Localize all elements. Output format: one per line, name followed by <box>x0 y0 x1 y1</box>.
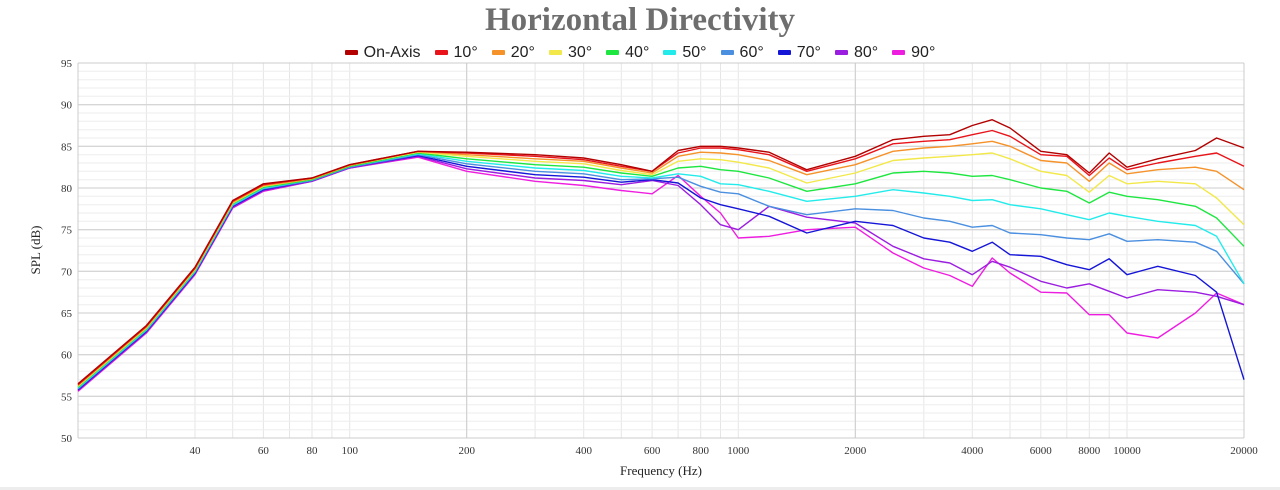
x-tick-label: 4000 <box>961 445 984 457</box>
legend-swatch <box>344 50 358 56</box>
legend-label: 50° <box>682 44 707 61</box>
x-tick-label: 200 <box>458 445 475 457</box>
x-tick-label: 400 <box>575 445 592 457</box>
legend-label: 20° <box>510 44 535 61</box>
series-line <box>77 118 1245 385</box>
legend-item[interactable]: 60° <box>720 44 764 62</box>
legend-label: 40° <box>625 44 650 61</box>
legend-item[interactable]: 80° <box>834 44 879 62</box>
y-axis-label: SPL (dB) <box>28 226 43 275</box>
y-tick-label: 55 <box>61 391 73 403</box>
legend-swatch <box>777 50 791 56</box>
series-lines <box>77 118 1245 392</box>
legend-swatch <box>491 50 505 56</box>
y-axis-ticks: 50 55 60 65 70 75 80 85 90 95 <box>61 58 73 445</box>
x-tick-label: 40 <box>190 445 202 457</box>
legend-label: 30° <box>567 44 593 61</box>
legend-item[interactable]: 10° <box>434 44 478 62</box>
legend-swatch <box>720 50 734 56</box>
minor-gridlines <box>77 62 1245 439</box>
legend-swatch <box>434 50 448 56</box>
bottom-bar <box>0 487 1280 490</box>
x-tick-label: 80 <box>307 445 319 457</box>
legend-label: 70° <box>796 44 821 61</box>
x-tick-label: 20000 <box>1230 445 1258 457</box>
legend-item[interactable]: 40° <box>606 44 649 62</box>
x-tick-label: 800 <box>692 445 709 457</box>
legend-label: On-Axis <box>363 44 421 61</box>
legend-item[interactable]: 90° <box>892 44 935 62</box>
y-tick-label: 85 <box>61 141 73 153</box>
y-tick-label: 95 <box>61 58 73 70</box>
x-tick-label: 2000 <box>844 445 867 457</box>
series-line <box>77 153 1245 390</box>
series-line <box>77 140 1245 387</box>
legend-swatch <box>606 50 620 56</box>
x-tick-label: 60 <box>258 445 270 457</box>
legend-item[interactable]: On-Axis <box>344 44 421 62</box>
legend-swatch <box>834 50 848 56</box>
chart-title: Horizontal Directivity <box>484 2 796 38</box>
legend-label: 90° <box>911 44 936 61</box>
y-tick-label: 65 <box>61 308 73 320</box>
x-tick-label: 8000 <box>1078 445 1101 457</box>
x-tick-label: 100 <box>341 445 358 457</box>
legend-item[interactable]: 30° <box>548 44 593 62</box>
x-axis-ticks: 40 60 80 100 200 400 600 800 1000 2000 4000 6000 800… <box>190 445 1259 457</box>
x-tick-label: 1000 <box>727 445 750 457</box>
legend-swatch <box>548 50 562 56</box>
legend: On-Axis 10° 20° 30° 40° 50° 60° 70° 80° 90° <box>0 44 1280 62</box>
y-tick-label: 75 <box>61 225 73 237</box>
x-tick-label: 10000 <box>1113 445 1141 457</box>
y-tick-label: 70 <box>61 266 73 278</box>
major-gridlines <box>77 62 1245 439</box>
y-tick-label: 90 <box>61 100 73 112</box>
legend-label: 60° <box>739 44 764 61</box>
x-tick-label: 6000 <box>1030 445 1053 457</box>
legend-label: 10° <box>453 44 478 61</box>
x-tick-label: 600 <box>644 445 661 457</box>
y-tick-label: 80 <box>61 183 73 195</box>
legend-swatch <box>663 50 677 56</box>
series-line <box>77 152 1245 388</box>
x-axis-label: Frequency (Hz) <box>620 463 702 478</box>
legend-item[interactable]: 70° <box>777 44 821 62</box>
legend-item[interactable]: 50° <box>663 44 707 62</box>
legend-item[interactable]: 20° <box>491 44 535 62</box>
legend-label: 80° <box>853 44 879 61</box>
y-tick-label: 50 <box>61 433 73 445</box>
legend-swatch <box>892 50 906 56</box>
y-tick-label: 60 <box>61 350 73 362</box>
